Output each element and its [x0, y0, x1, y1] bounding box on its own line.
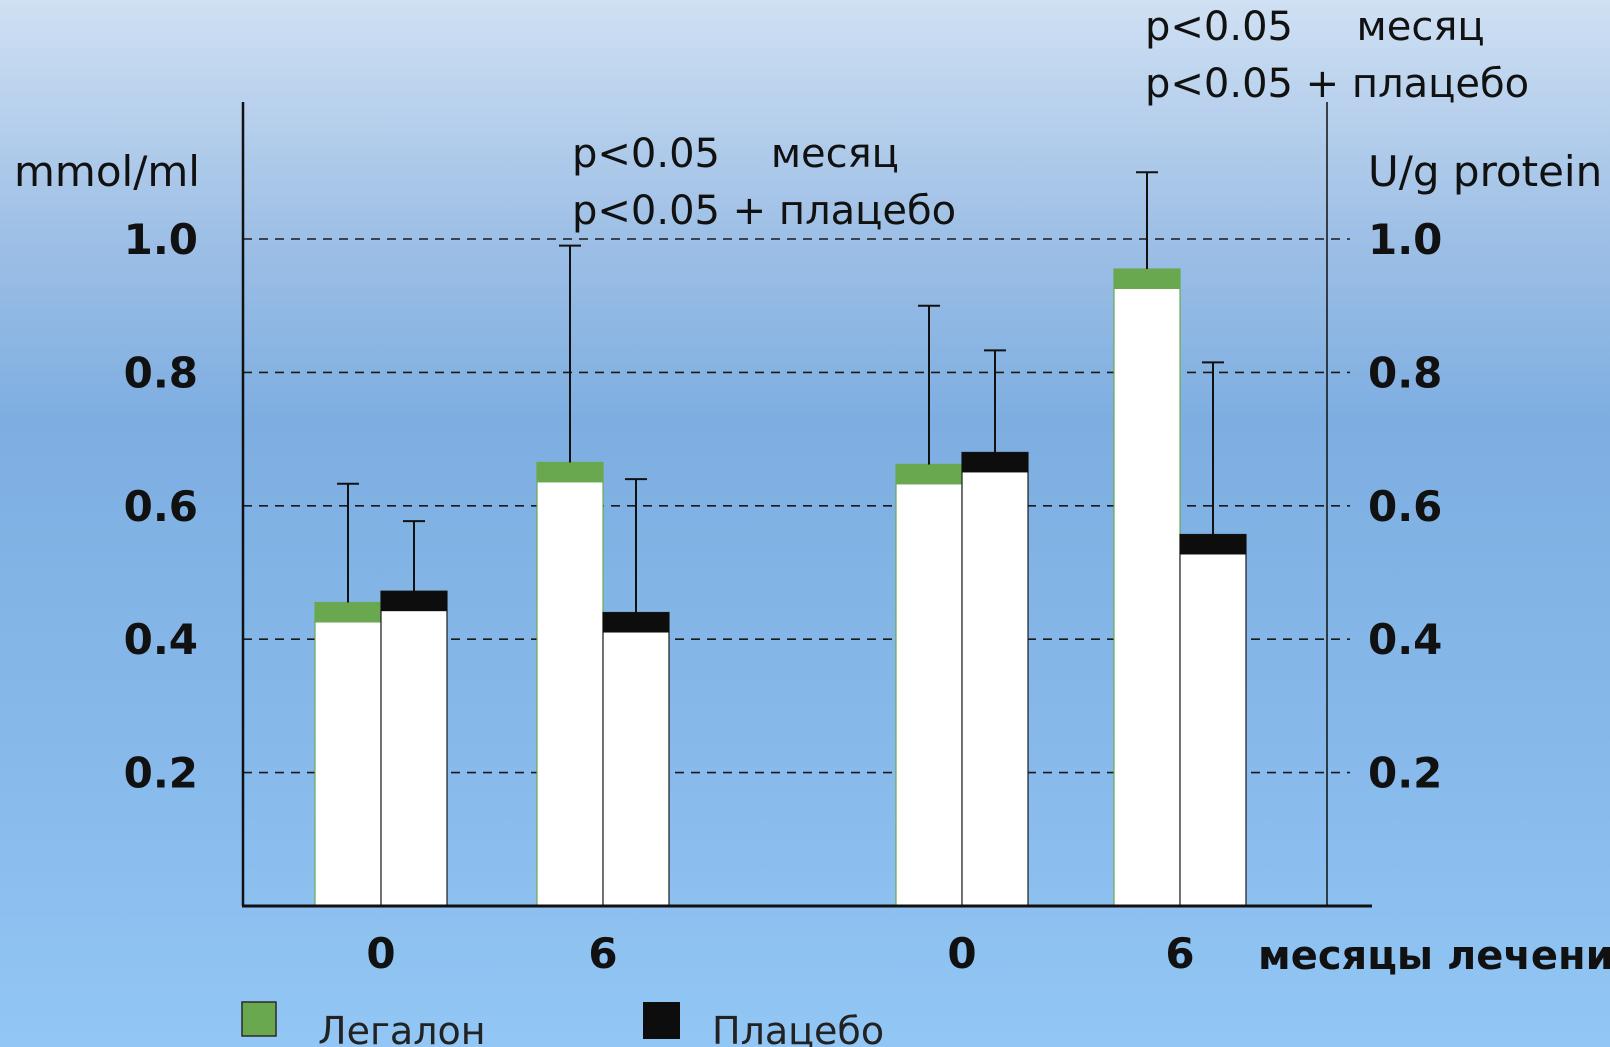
legalon-bar-cap	[315, 602, 381, 623]
legalon-bar-cap	[537, 462, 603, 483]
legalon-bar-cap	[1114, 269, 1180, 290]
y-tick-label-left: 1.0	[124, 215, 198, 264]
x-tick-label: 6	[1165, 929, 1194, 978]
bars-layer	[314, 268, 1247, 907]
x-axis-label: месяцы лечения	[1258, 933, 1610, 979]
placebo-bar	[1179, 533, 1247, 907]
placebo-bar	[602, 611, 670, 907]
legalon-bar-cap	[896, 464, 962, 485]
x-tick-labels: 0 6 0 6	[366, 929, 1194, 978]
placebo-bar-cap	[603, 612, 669, 633]
x-tick-label: 0	[366, 929, 395, 978]
y-tick-label-left: 0.6	[124, 482, 198, 531]
legend-label-legalon: Легалон	[318, 1009, 486, 1047]
x-tick-label: 6	[588, 929, 617, 978]
legalon-bar	[536, 461, 604, 907]
placebo-bar	[961, 451, 1029, 907]
legend-label-placebo: Плацебо	[712, 1009, 884, 1047]
y-tick-label-left: 0.2	[124, 749, 198, 798]
placebo-bar	[380, 590, 448, 907]
x-tick-label: 0	[947, 929, 976, 978]
left-unit-label: mmol/ml	[14, 147, 200, 196]
annotation-left-line2: p<0.05 + плацебо	[572, 188, 956, 234]
legend-swatch-placebo	[643, 1002, 680, 1039]
y-tick-label-right: 0.4	[1368, 615, 1442, 664]
legend-swatch-legalon	[241, 1001, 277, 1037]
y-tick-label-right: 0.8	[1368, 348, 1442, 397]
y-tick-label-left: 0.4	[124, 615, 198, 664]
legalon-bar	[895, 463, 963, 907]
right-unit-label: U/g protein	[1368, 147, 1602, 196]
y-tick-label-right: 1.0	[1368, 215, 1442, 264]
error-bars-layer	[337, 171, 1224, 613]
placebo-bar-cap	[381, 591, 447, 612]
annotation-right-line1: p<0.05 месяц	[1145, 4, 1485, 50]
y-tick-label-left: 0.8	[124, 348, 198, 397]
y-tick-label-right: 0.2	[1368, 749, 1442, 798]
placebo-bar-cap	[1180, 534, 1246, 555]
placebo-bar-cap	[962, 452, 1028, 473]
tick-labels: 1.0 1.0 0.8 0.8 0.6 0.6 0.4 0.4 0.2 0.2	[124, 215, 1443, 798]
annotation-left-line1: p<0.05 месяц	[572, 131, 899, 177]
legalon-bar	[314, 601, 382, 907]
legalon-bar	[1113, 268, 1181, 907]
y-tick-label-right: 0.6	[1368, 482, 1442, 531]
annotation-right-line2: p<0.05 + плацебо	[1145, 61, 1529, 107]
